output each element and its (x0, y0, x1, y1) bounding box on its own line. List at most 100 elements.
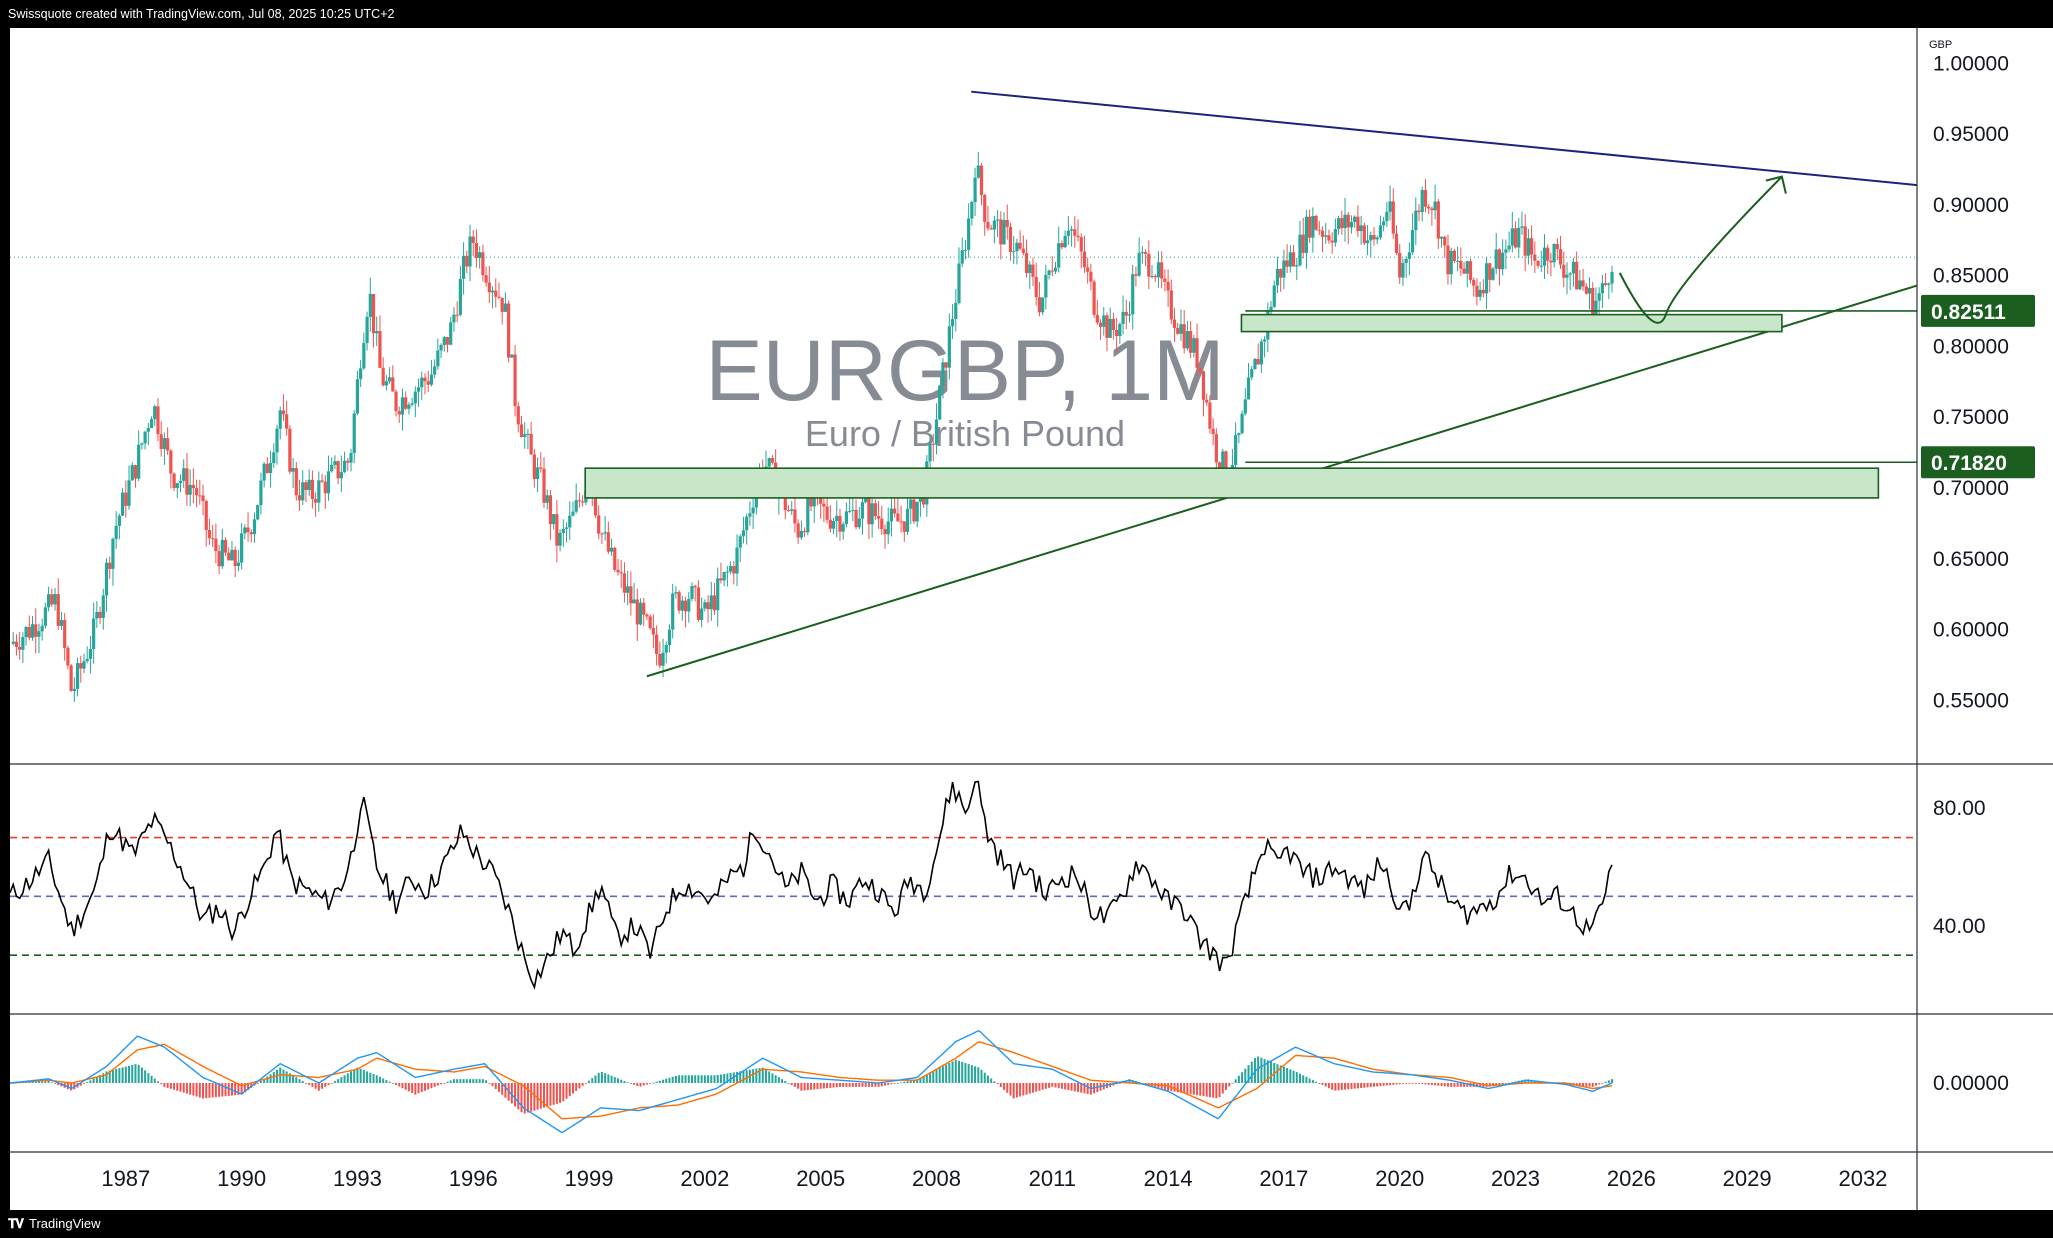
candle-body (1456, 260, 1460, 262)
macd-histogram-bar (218, 1083, 221, 1097)
macd-histogram-bar (797, 1083, 800, 1089)
macd-histogram-bar (906, 1081, 909, 1083)
candle-body (719, 578, 723, 581)
candle-body (700, 608, 704, 620)
macd-histogram-bar (359, 1068, 362, 1083)
candle-body (1298, 234, 1302, 266)
macd-histogram-bar (719, 1074, 722, 1083)
candle-body (1166, 281, 1170, 291)
macd-histogram-bar (983, 1072, 986, 1083)
macd-histogram-bar (594, 1075, 597, 1083)
candle-body (1394, 233, 1399, 253)
candle-body (767, 458, 771, 467)
candle-body (439, 345, 443, 351)
macd-histogram-bar (977, 1067, 980, 1083)
macd-histogram-bar (237, 1083, 240, 1095)
candle-body (1250, 369, 1254, 378)
candle-body (1552, 244, 1556, 263)
macd-histogram-bar (263, 1078, 266, 1083)
candle-body (481, 252, 485, 276)
macd-histogram-bar (1466, 1083, 1469, 1087)
candle-body (651, 628, 655, 635)
candle-body (185, 468, 189, 495)
candle-body (603, 532, 607, 534)
macd-histogram-bar (694, 1075, 697, 1083)
candle-body (732, 566, 736, 574)
candle-body (915, 501, 919, 522)
macd-histogram-bar (491, 1083, 494, 1087)
macd-histogram-bar (433, 1083, 436, 1087)
macd-histogram-bar (1276, 1064, 1279, 1083)
macd-histogram-bar (887, 1083, 890, 1085)
macd-histogram-bar (301, 1081, 304, 1083)
macd-histogram-bar (533, 1083, 536, 1111)
trendline (971, 90, 1918, 187)
macd-histogram-bar (629, 1083, 632, 1084)
candle-body (82, 661, 86, 669)
candle-body (291, 468, 295, 472)
candle-body (336, 461, 340, 479)
macd-histogram-bar (269, 1074, 272, 1083)
candle-body (21, 637, 25, 650)
candle-body (14, 641, 19, 647)
macd-histogram-bar (1356, 1083, 1359, 1089)
macd-histogram-bar (1495, 1083, 1498, 1086)
macd-histogram-bar (292, 1075, 295, 1083)
candle-body (217, 551, 221, 567)
macd-pane[interactable] (10, 1030, 1614, 1134)
macd-histogram-bar (600, 1071, 603, 1083)
candle-body (1558, 249, 1563, 265)
macd-histogram-bar (1289, 1069, 1292, 1083)
rsi-pane[interactable] (10, 780, 1917, 991)
macd-histogram-bar (1440, 1083, 1443, 1087)
candle-body (201, 495, 205, 502)
candle-body (1401, 262, 1405, 278)
candle-body (1256, 358, 1260, 365)
macd-histogram-bar (1070, 1083, 1073, 1091)
candle-body (1459, 260, 1463, 269)
macd-histogram-bar (555, 1083, 558, 1104)
candle-body (1314, 215, 1318, 230)
macd-histogram-bar (649, 1083, 652, 1084)
candle-body (34, 624, 38, 637)
candle-body (1604, 283, 1608, 285)
candle-body (111, 538, 115, 569)
candle-body (384, 381, 388, 386)
macd-histogram-bar (362, 1070, 365, 1083)
candle-body (954, 302, 958, 320)
candle-body (1382, 221, 1386, 226)
candle-body (622, 573, 627, 593)
candle-body (1539, 265, 1543, 267)
macd-histogram-bar (224, 1083, 227, 1097)
macd-histogram-bar (340, 1077, 343, 1083)
macd-histogram-bar (469, 1079, 472, 1083)
candle-body (709, 595, 713, 610)
macd-histogram-bar (655, 1081, 658, 1083)
candle-body (831, 520, 836, 529)
price-label-text: 0.71820 (1931, 452, 2007, 475)
macd-histogram-bar (1418, 1083, 1421, 1084)
macd-histogram-bar (864, 1083, 867, 1087)
macd-histogram-bar (349, 1071, 352, 1083)
candle-body (1346, 214, 1350, 228)
candle-body (1491, 268, 1495, 280)
macd-histogram-bar (54, 1083, 57, 1084)
macd-histogram-bar (845, 1083, 848, 1087)
macd-histogram-bar (140, 1067, 143, 1083)
candle-body (1295, 265, 1299, 267)
macd-histogram-bar (282, 1069, 285, 1083)
macd-histogram-bar (736, 1071, 739, 1083)
candle-body (848, 510, 852, 512)
macd-histogram-bar (781, 1079, 784, 1083)
candle-body (1571, 261, 1576, 274)
candle-body (1597, 293, 1601, 301)
y-tick-label: 0.85000 (1933, 265, 2009, 288)
macd-histogram-bar (967, 1064, 970, 1083)
candle-body (577, 500, 581, 502)
macd-histogram-bar (713, 1075, 716, 1083)
x-tick-label: 2032 (1838, 1166, 1887, 1191)
macd-histogram-bar (462, 1079, 465, 1083)
candle-body (597, 515, 601, 534)
